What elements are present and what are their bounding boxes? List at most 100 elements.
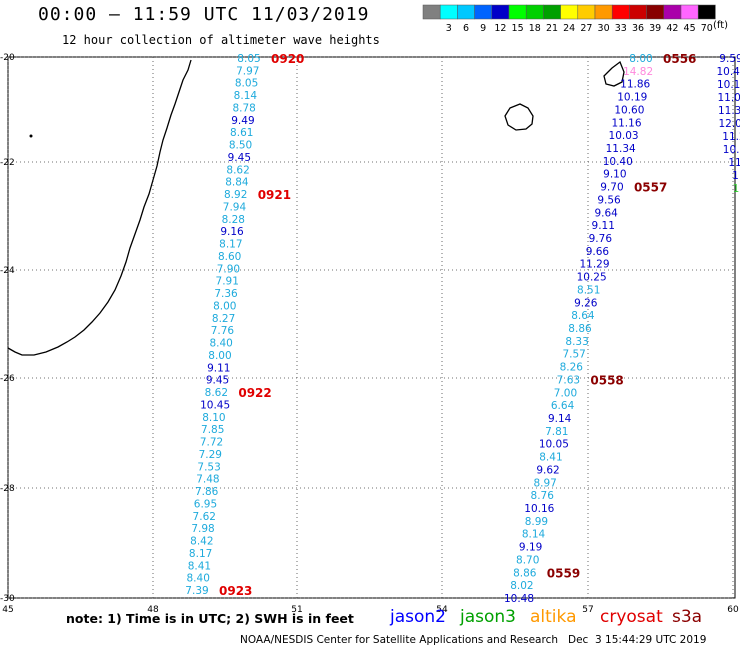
swh-value: 8.26 — [560, 362, 584, 374]
swh-value: 10.10 — [717, 79, 740, 91]
swh-value: 8.62 — [205, 387, 228, 399]
x-tick-label: 54 — [436, 605, 448, 615]
mauritius-island — [603, 60, 625, 87]
swh-value: 8.76 — [531, 490, 555, 502]
swh-value: 6.64 — [551, 400, 575, 412]
colorbar-swatch — [422, 4, 441, 20]
colorbar-tick-label: 30 — [598, 23, 610, 34]
time-label: 0557 — [634, 181, 667, 195]
swh-value: 9.66 — [586, 246, 610, 258]
colorbar-tick-label: 33 — [615, 23, 627, 34]
swh-value: 8.61 — [230, 127, 253, 139]
swh-value: 11.09 — [717, 92, 740, 104]
swh-value: 8.42 — [190, 536, 213, 548]
swh-value: 8.05 — [235, 78, 258, 90]
swh-value: 8.84 — [225, 177, 249, 189]
swh-value: 8.33 — [565, 336, 588, 348]
swh-value: 7.53 — [197, 461, 220, 473]
swh-value: 7.62 — [193, 511, 216, 523]
swh-value: 11.16 — [611, 117, 641, 129]
y-tick-label: -30 — [0, 594, 15, 604]
x-tick-label: 48 — [147, 605, 159, 615]
map-frame — [7, 56, 736, 599]
swh-value: 7.91 — [216, 276, 239, 288]
time-label: 0559 — [547, 566, 580, 580]
colorbar-swatch — [577, 4, 596, 20]
swh-value: 8.41 — [539, 452, 562, 464]
colorbar-legend: 3 6 9 12 15 18 21 24 27 30 33 36 39 42 45 70 — [422, 4, 716, 34]
colorbar-swatch — [680, 4, 699, 20]
x-tick-label: 51 — [291, 605, 302, 615]
satellite-altika: altika — [530, 607, 577, 627]
swh-value: 11.35 — [718, 105, 740, 117]
page-subtitle: 12 hour collection of altimeter wave hei… — [62, 33, 380, 47]
colorbar-tick-label: 45 — [684, 23, 696, 34]
swh-value: 7.90 — [217, 263, 240, 275]
swh-value: 9.26 — [574, 297, 598, 309]
time-label: 0921 — [258, 188, 291, 202]
colorbar-tick-label: 24 — [563, 23, 575, 34]
colorbar-tick-label: 15 — [512, 23, 524, 34]
swh-value: 9.45 — [206, 375, 229, 387]
swh-value: 9.16 — [220, 226, 244, 238]
colorbar-swatch — [439, 4, 458, 20]
x-tick-label: 60 — [727, 605, 739, 615]
swh-value: 7.39 — [185, 585, 208, 597]
x-tick-label: 45 — [2, 605, 13, 615]
colorbar-tick-label: 12 — [494, 23, 506, 34]
swh-value: 7.85 — [201, 424, 224, 436]
swh-value: 6.95 — [194, 498, 217, 510]
colorbar-tick-label: 9 — [480, 23, 486, 34]
colorbar-swatch — [629, 4, 647, 20]
swh-value: 9.14 — [548, 413, 572, 425]
swh-value: 8.40 — [209, 338, 232, 350]
swh-value: 8.64 — [571, 310, 595, 322]
swh-value: 8.40 — [187, 573, 210, 585]
colorbar-swatch — [611, 4, 630, 20]
y-tick-label: -20 — [0, 53, 15, 63]
swh-value: 10.48 — [504, 593, 534, 605]
swh-value: 9.70 — [600, 182, 623, 194]
satellite-jason3: jason3 — [460, 607, 516, 627]
swh-value: 8.78 — [232, 102, 255, 114]
swh-value: 11.29 — [579, 259, 609, 271]
swh-tracks: 8.057.978.058.148.789.498.618.509.458.62… — [185, 52, 740, 605]
swh-value: 7.48 — [196, 474, 219, 486]
swh-value: 1 — [732, 170, 739, 182]
swh-value: 10.25 — [577, 272, 607, 284]
swh-value: 7.57 — [562, 349, 585, 361]
swh-value: 7.76 — [211, 325, 235, 337]
swh-value: 8.86 — [568, 323, 592, 335]
swh-value: 1 — [733, 183, 740, 195]
swh-value: 8.97 — [533, 477, 556, 489]
swh-value: 8.60 — [218, 251, 241, 263]
colorbar-swatch — [543, 4, 561, 20]
swh-value: 9.11 — [207, 362, 230, 374]
y-tick-label: -28 — [0, 484, 15, 494]
colorbar-tick-label: 39 — [649, 23, 661, 34]
swh-value: 10.19 — [617, 92, 647, 104]
swh-value: 8.14 — [522, 529, 546, 541]
swh-value: 8.51 — [577, 284, 600, 296]
swh-value: 8.02 — [510, 580, 533, 592]
swh-value: 8.50 — [229, 140, 252, 152]
swh-value: 9.56 — [597, 194, 621, 206]
swh-value: 7.97 — [236, 65, 259, 77]
colorbar-tick-label: 3 — [446, 23, 452, 34]
swh-value: 8.62 — [226, 164, 249, 176]
time-label: 0556 — [663, 52, 696, 66]
swh-value: 7.94 — [223, 201, 247, 213]
y-tick-label: -22 — [0, 158, 15, 168]
swh-value: 10.5 — [723, 144, 740, 156]
swh-value: 8.41 — [188, 560, 211, 572]
swh-value: 9.76 — [589, 233, 613, 245]
swh-value: 8.00 — [208, 350, 231, 362]
swh-value: 11.34 — [606, 143, 636, 155]
reunion-island — [504, 103, 534, 131]
swh-value: 11 — [728, 157, 740, 169]
coastline — [7, 59, 625, 356]
swh-value: 8.14 — [234, 90, 258, 102]
time-label: 0923 — [219, 584, 252, 598]
